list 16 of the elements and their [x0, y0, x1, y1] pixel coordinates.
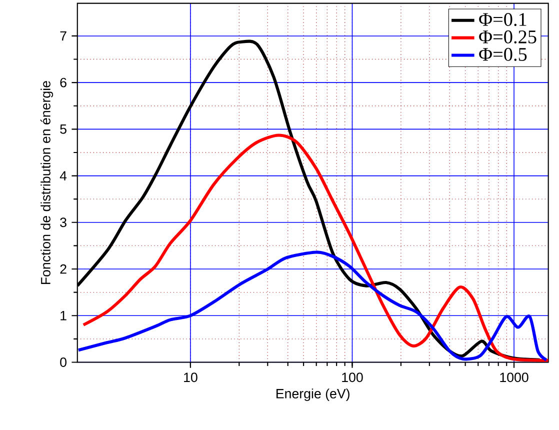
y-tick-label: 6	[60, 78, 66, 88]
x-axis-title: Energie (eV)	[276, 388, 350, 401]
y-tick-label: 0	[60, 357, 66, 367]
x-tick-label: 10	[184, 372, 198, 382]
y-tick-label: 7	[60, 31, 66, 40]
y-tick-label: 4	[60, 171, 67, 180]
y-axis-title: Fonction de distribution en énergie	[40, 80, 54, 284]
x-tick-label: 1000	[500, 372, 528, 382]
y-tick-label: 5	[60, 124, 66, 134]
legend-label: Φ=0.25	[479, 30, 536, 44]
legend-label: Φ=0.1	[479, 12, 526, 26]
y-tick-label: 2	[60, 264, 66, 274]
y-tick-label: 3	[60, 218, 66, 227]
y-tick-label: 1	[60, 310, 66, 320]
x-tick-label: 100	[342, 372, 363, 382]
legend-label: Φ=0.5	[479, 48, 527, 61]
